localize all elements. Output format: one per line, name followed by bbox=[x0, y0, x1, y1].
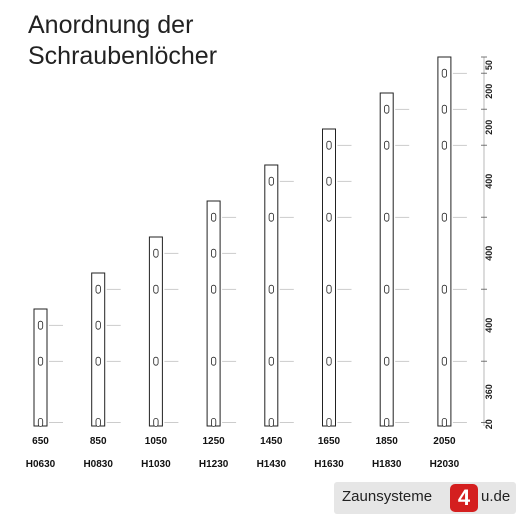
post-model-label: H2030 bbox=[430, 459, 460, 470]
screw-hole bbox=[441, 68, 448, 78]
screw-hole bbox=[210, 212, 217, 222]
post-model-label: H1030 bbox=[141, 459, 171, 470]
screw-hole bbox=[384, 212, 390, 222]
dimension-label: 400 bbox=[484, 246, 494, 261]
post-model-label: H1230 bbox=[199, 459, 229, 470]
screw-hole bbox=[37, 320, 44, 330]
screw-hole bbox=[268, 212, 274, 222]
post-height-label: 1850 bbox=[376, 436, 399, 447]
screw-hole bbox=[326, 140, 332, 150]
post-height-label: 850 bbox=[90, 436, 107, 447]
dimension-label: 200 bbox=[484, 120, 494, 135]
screw-hole bbox=[210, 356, 217, 366]
screw-hole bbox=[441, 212, 448, 222]
screw-hole bbox=[210, 284, 217, 294]
screw-hole bbox=[441, 417, 448, 427]
title-line-2: Schraubenlöcher bbox=[28, 42, 218, 70]
screw-hole bbox=[95, 320, 101, 330]
dimension-label: 400 bbox=[484, 174, 494, 189]
screw-hole bbox=[210, 417, 217, 427]
post-height-label: 1650 bbox=[318, 436, 341, 447]
post-height-label: 1050 bbox=[145, 436, 168, 447]
post-model-label: H1830 bbox=[372, 459, 402, 470]
post-H1230 bbox=[206, 200, 221, 427]
dimension-label: 50 bbox=[484, 60, 494, 70]
screw-hole bbox=[441, 284, 448, 294]
post-model-label: H0830 bbox=[83, 459, 113, 470]
screw-hole bbox=[37, 356, 44, 366]
title-line-1: Anordnung der bbox=[28, 11, 194, 39]
post-model-label: H1430 bbox=[257, 459, 287, 470]
screw-hole bbox=[326, 284, 332, 294]
post-model-label: H1630 bbox=[314, 459, 344, 470]
logo-text-before: Zaunsysteme bbox=[342, 488, 433, 505]
post-H0830 bbox=[91, 272, 106, 427]
post-height-label: 2050 bbox=[433, 436, 456, 447]
screw-hole bbox=[95, 356, 101, 366]
screw-hole bbox=[384, 140, 390, 150]
dimension-label: 200 bbox=[484, 84, 494, 99]
screw-hole bbox=[268, 356, 274, 366]
screw-hole bbox=[153, 417, 159, 427]
logo-number-badge: 4 bbox=[450, 484, 478, 512]
screw-hole bbox=[153, 248, 159, 258]
post-model-label: H0630 bbox=[26, 459, 56, 470]
post-H1430 bbox=[264, 164, 279, 427]
screw-hole bbox=[210, 248, 217, 258]
screw-hole bbox=[441, 104, 448, 114]
post-height-label: 1450 bbox=[260, 436, 283, 447]
screw-hole bbox=[384, 104, 390, 114]
screw-hole bbox=[268, 176, 274, 186]
brand-logo: Zaunsysteme 4 u.de bbox=[334, 482, 516, 514]
screw-hole bbox=[95, 417, 101, 427]
screw-hole bbox=[326, 356, 332, 366]
dimension-label: 20 bbox=[484, 419, 494, 429]
screw-hole bbox=[268, 417, 274, 427]
screw-hole bbox=[326, 176, 332, 186]
post-H1030 bbox=[148, 236, 163, 427]
screw-hole bbox=[326, 212, 332, 222]
dimension-label: 360 bbox=[484, 384, 494, 399]
post-H1630 bbox=[322, 128, 336, 427]
screw-hole bbox=[153, 356, 159, 366]
post-height-label: 650 bbox=[32, 436, 49, 447]
screw-hole bbox=[384, 356, 390, 366]
screw-hole bbox=[95, 284, 101, 294]
screw-hole bbox=[37, 417, 44, 427]
screw-hole bbox=[384, 417, 390, 427]
screw-hole bbox=[326, 417, 332, 427]
screw-hole bbox=[268, 284, 274, 294]
post-height-label: 1250 bbox=[202, 436, 225, 447]
screw-hole bbox=[441, 140, 448, 150]
dimension-label: 400 bbox=[484, 318, 494, 333]
screw-hole bbox=[441, 356, 448, 366]
logo-text-after: u.de bbox=[481, 488, 511, 505]
screw-hole bbox=[384, 284, 390, 294]
screw-hole bbox=[153, 284, 159, 294]
page-title: Anordnung der Schraubenlöcher bbox=[28, 10, 217, 72]
